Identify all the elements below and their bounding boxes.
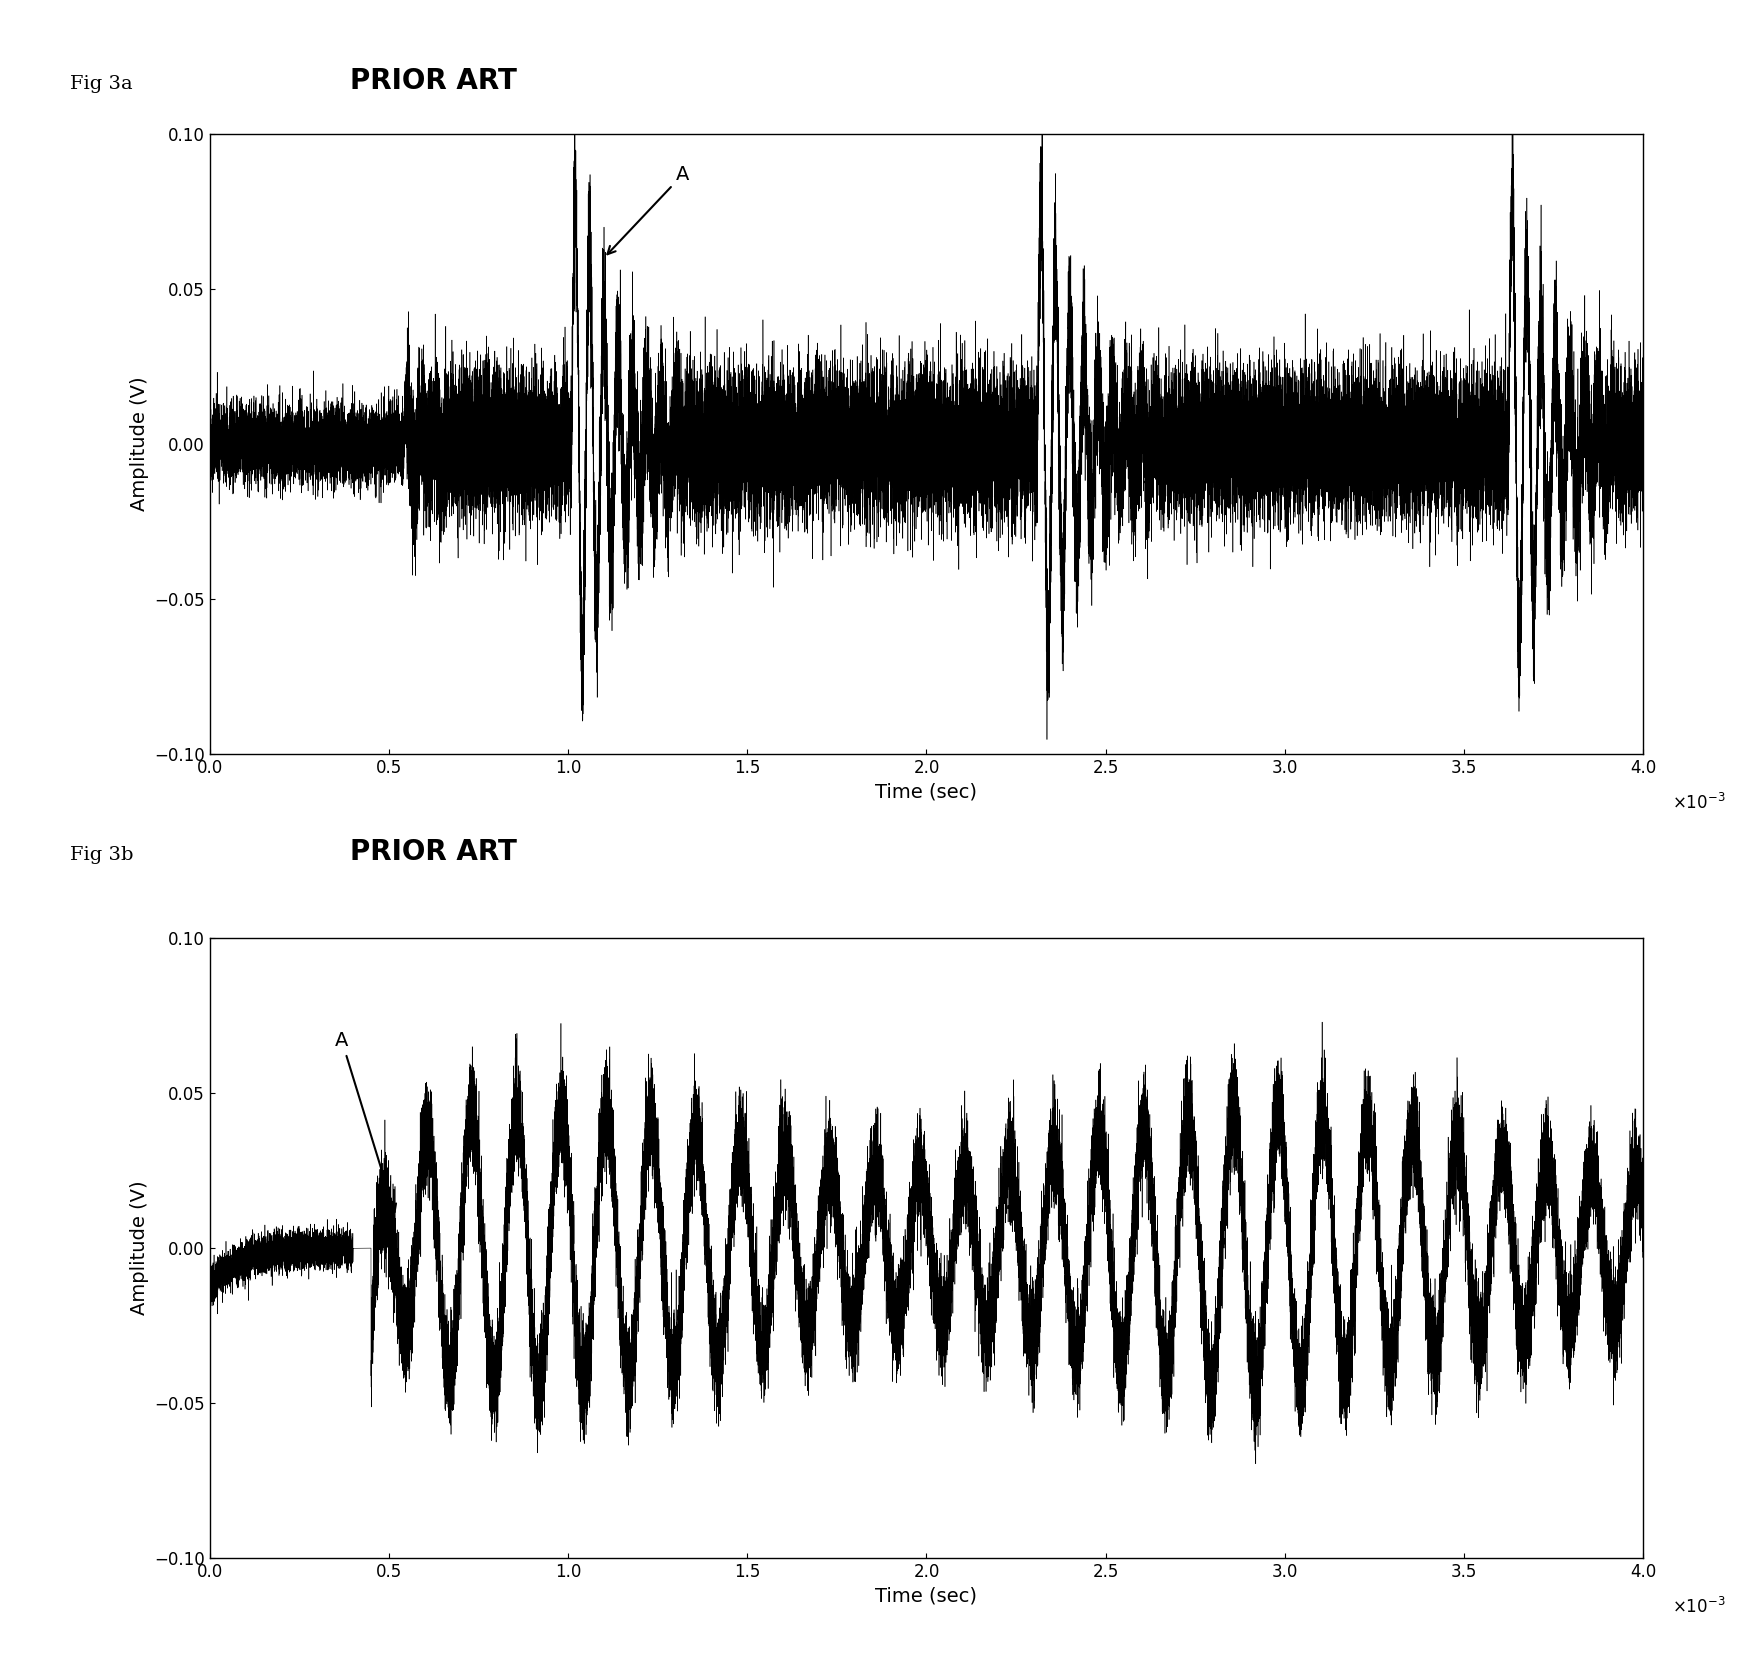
X-axis label: Time (sec): Time (sec) — [876, 1586, 977, 1605]
Y-axis label: Amplitude (V): Amplitude (V) — [129, 1181, 149, 1315]
X-axis label: Time (sec): Time (sec) — [876, 782, 977, 801]
Text: Fig 3b: Fig 3b — [70, 846, 133, 864]
Text: A: A — [336, 1032, 397, 1213]
Text: Fig 3a: Fig 3a — [70, 75, 133, 94]
Text: PRIOR ART: PRIOR ART — [350, 838, 516, 866]
Text: A: A — [608, 166, 689, 255]
Text: PRIOR ART: PRIOR ART — [350, 67, 516, 95]
Text: $\times 10^{-3}$: $\times 10^{-3}$ — [1671, 794, 1725, 814]
Text: $\times 10^{-3}$: $\times 10^{-3}$ — [1671, 1598, 1725, 1618]
Y-axis label: Amplitude (V): Amplitude (V) — [129, 377, 149, 511]
